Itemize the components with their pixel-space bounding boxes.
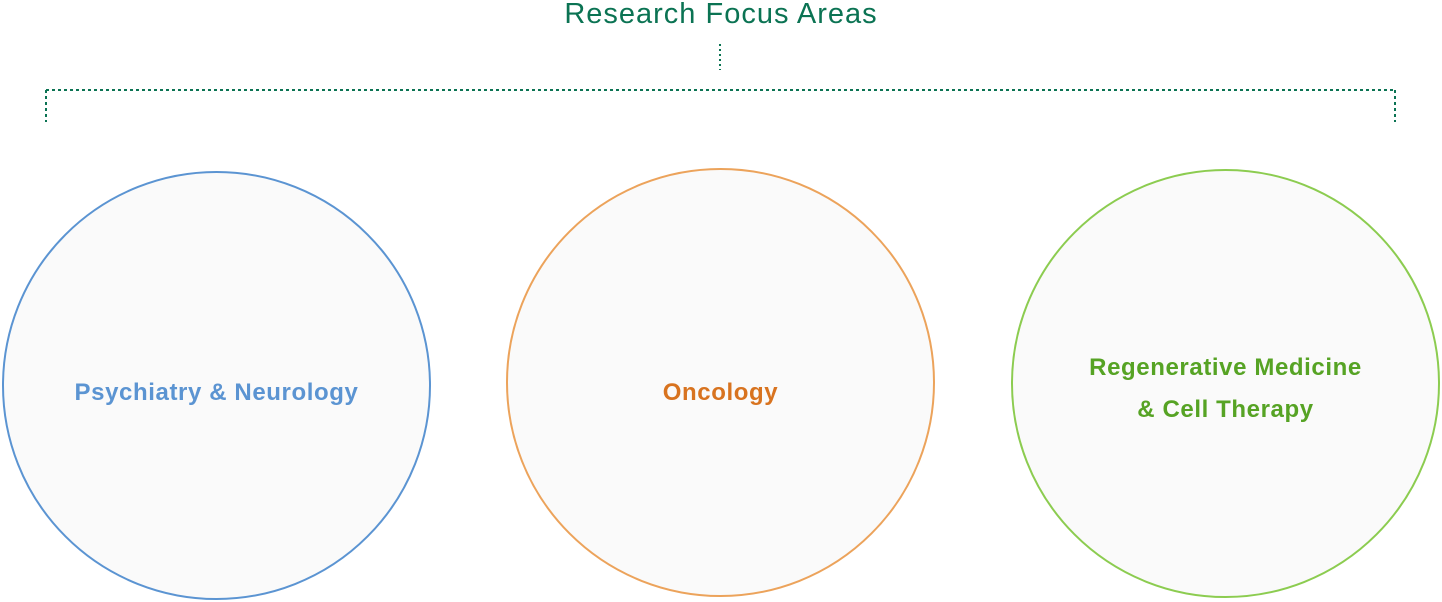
area-circle-regenerative-medicine: Regenerative Medicine & Cell Therapy bbox=[1011, 169, 1440, 598]
area-circle-psychiatry-neurology: Psychiatry & Neurology bbox=[2, 171, 431, 600]
bracket-connector bbox=[0, 0, 1442, 130]
area-label-regenerative-medicine: Regenerative Medicine & Cell Therapy bbox=[1089, 347, 1362, 431]
area-label-oncology: Oncology bbox=[663, 372, 778, 414]
area-label-psychiatry-neurology: Psychiatry & Neurology bbox=[75, 372, 359, 414]
area-circle-oncology: Oncology bbox=[506, 168, 935, 597]
